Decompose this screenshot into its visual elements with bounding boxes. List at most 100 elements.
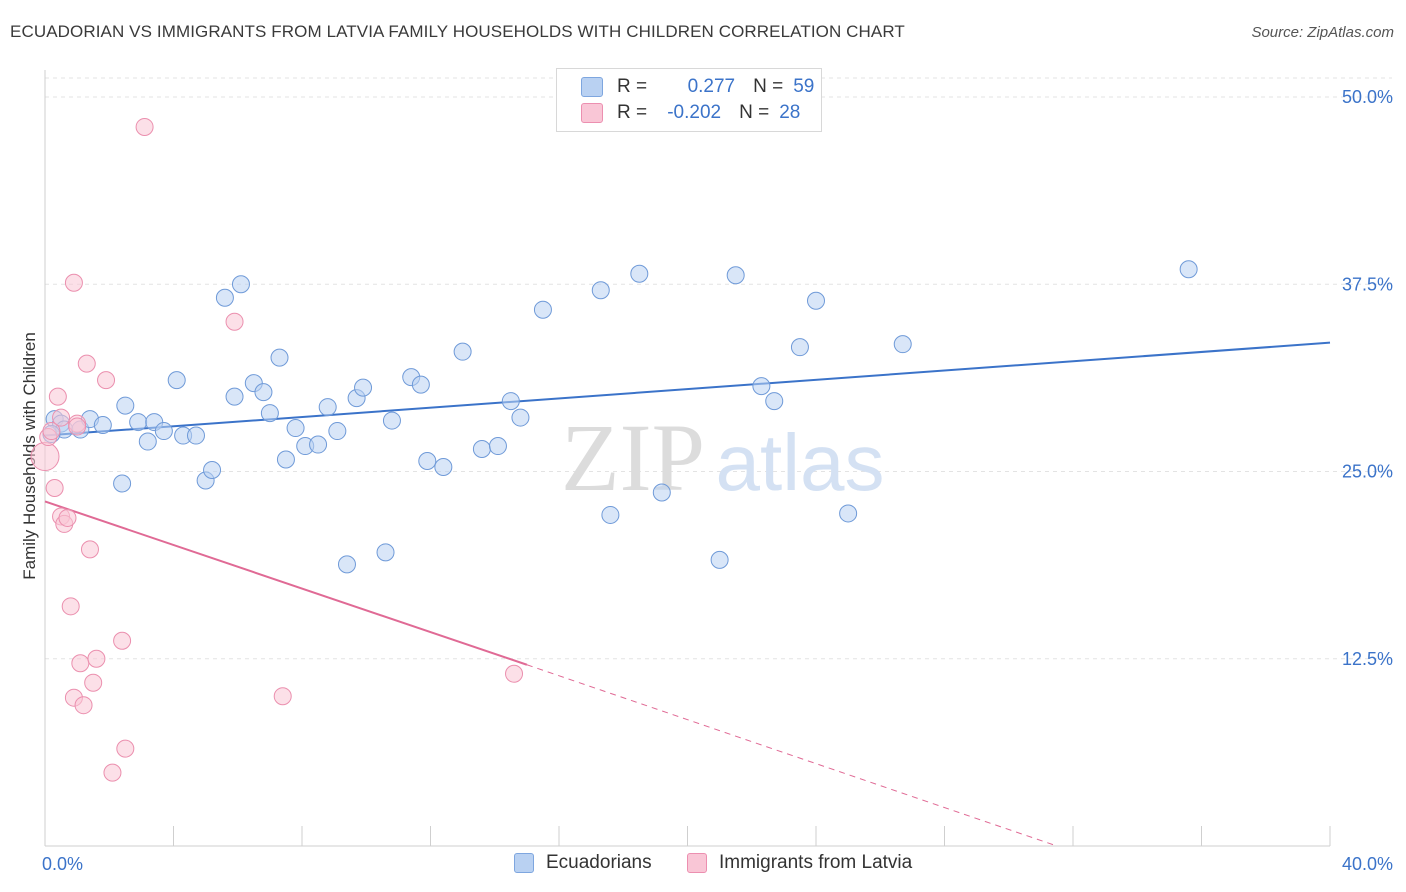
point-ecuadorians bbox=[129, 413, 148, 432]
point-ecuadorians bbox=[511, 408, 530, 427]
point-latvia bbox=[74, 696, 93, 715]
point-ecuadorians bbox=[116, 396, 135, 415]
legend-n-label: N = bbox=[753, 76, 784, 97]
point-ecuadorians bbox=[752, 377, 771, 396]
point-ecuadorians bbox=[382, 411, 401, 430]
point-ecuadorians bbox=[601, 505, 620, 524]
point-ecuadorians bbox=[186, 426, 205, 445]
legend-row-latvia: R = -0.202 N = 28 bbox=[581, 101, 800, 125]
point-latvia bbox=[103, 763, 122, 782]
legend-item-ecuadorians[interactable]: Ecuadorians bbox=[514, 852, 652, 874]
point-latvia bbox=[113, 631, 132, 650]
point-ecuadorians bbox=[276, 450, 295, 469]
point-ecuadorians bbox=[533, 300, 552, 319]
point-ecuadorians bbox=[215, 288, 234, 307]
y-tick-label: 50.0% bbox=[1342, 87, 1393, 107]
x-tick-label: 40.0% bbox=[1342, 854, 1393, 874]
point-latvia bbox=[97, 371, 116, 390]
point-ecuadorians bbox=[434, 458, 453, 477]
legend-r-label: R = bbox=[617, 76, 648, 97]
point-ecuadorians bbox=[254, 383, 273, 402]
legend-swatch-pink bbox=[581, 103, 603, 123]
point-latvia bbox=[48, 387, 67, 406]
point-ecuadorians bbox=[726, 266, 745, 285]
point-latvia bbox=[52, 408, 71, 427]
legend-label: Ecuadorians bbox=[546, 852, 652, 873]
point-ecuadorians bbox=[807, 291, 825, 310]
point-ecuadorians bbox=[418, 452, 437, 471]
trend-lines bbox=[44, 341, 1331, 847]
legend-label: Immigrants from Latvia bbox=[719, 852, 913, 873]
point-latvia bbox=[273, 687, 292, 706]
point-ecuadorians bbox=[93, 416, 112, 435]
point-latvia bbox=[225, 312, 244, 331]
point-latvia bbox=[68, 417, 87, 436]
correlation-legend: R = 0.277 N = 59 R = -0.202 N = 28 bbox=[556, 68, 822, 132]
point-latvia bbox=[58, 508, 77, 527]
point-ecuadorians bbox=[260, 404, 279, 423]
point-ecuadorians bbox=[138, 432, 157, 451]
point-ecuadorians bbox=[411, 375, 430, 394]
watermark-zip: ZIP bbox=[561, 404, 705, 511]
legend-r-value: -0.202 bbox=[667, 102, 722, 123]
trend-line-latvia bbox=[44, 500, 528, 666]
watermark-atlas: atlas bbox=[716, 418, 885, 507]
point-ecuadorians bbox=[591, 281, 610, 300]
point-ecuadorians bbox=[488, 437, 507, 456]
point-latvia bbox=[80, 540, 99, 559]
point-ecuadorians bbox=[453, 342, 472, 361]
point-latvia bbox=[64, 273, 83, 292]
chart-title: ECUADORIAN VS IMMIGRANTS FROM LATVIA FAM… bbox=[10, 22, 905, 41]
point-latvia bbox=[30, 442, 60, 472]
point-ecuadorians bbox=[472, 440, 491, 459]
legend-swatch-blue bbox=[514, 853, 534, 873]
grid-lines bbox=[45, 77, 1392, 660]
legend-r-value: 0.277 bbox=[687, 76, 736, 97]
point-ecuadorians bbox=[501, 392, 520, 411]
legend-swatch-blue bbox=[581, 77, 603, 97]
point-ecuadorians bbox=[231, 275, 250, 294]
legend-n-value: 59 bbox=[793, 76, 815, 97]
point-ecuadorians bbox=[113, 474, 132, 493]
point-ecuadorians bbox=[270, 348, 289, 367]
x-tick-label: 0.0% bbox=[42, 854, 83, 874]
point-latvia bbox=[505, 664, 524, 683]
y-tick-label: 25.0% bbox=[1342, 462, 1393, 482]
legend-item-latvia[interactable]: Immigrants from Latvia bbox=[687, 852, 912, 874]
point-ecuadorians bbox=[225, 387, 244, 406]
data-points bbox=[30, 117, 1198, 782]
point-ecuadorians bbox=[286, 419, 305, 438]
point-latvia bbox=[61, 597, 80, 616]
legend-n-value: 28 bbox=[779, 102, 801, 123]
point-ecuadorians bbox=[765, 392, 784, 411]
point-ecuadorians bbox=[154, 422, 173, 441]
legend-row-ecuadorians: R = 0.277 N = 59 bbox=[581, 75, 814, 99]
watermark: ZIP atlas bbox=[561, 404, 884, 511]
source-credit: Source: ZipAtlas.com bbox=[1251, 24, 1394, 41]
point-latvia bbox=[42, 422, 61, 441]
legend-r-label: R = bbox=[617, 102, 648, 123]
point-latvia bbox=[45, 478, 64, 497]
legend-n-label: N = bbox=[739, 102, 770, 123]
point-ecuadorians bbox=[328, 422, 347, 441]
y-tick-label: 37.5% bbox=[1342, 274, 1393, 294]
point-latvia bbox=[116, 739, 135, 758]
legend-swatch-pink bbox=[687, 853, 707, 873]
point-ecuadorians bbox=[652, 483, 671, 502]
point-latvia bbox=[87, 649, 106, 668]
y-tick-label: 12.5% bbox=[1342, 649, 1393, 669]
tick-labels: 12.5% 25.0% 37.5% 50.0% 0.0% 40.0% bbox=[42, 87, 1393, 874]
point-ecuadorians bbox=[893, 335, 912, 354]
point-latvia bbox=[71, 654, 90, 673]
point-ecuadorians bbox=[337, 555, 356, 574]
point-latvia bbox=[77, 354, 96, 373]
point-latvia bbox=[135, 117, 154, 136]
point-ecuadorians bbox=[203, 461, 222, 480]
point-latvia bbox=[84, 673, 103, 692]
point-ecuadorians bbox=[376, 543, 395, 562]
series-legend: Ecuadorians Immigrants from Latvia bbox=[0, 852, 1406, 878]
trend-line-ecuadorians bbox=[44, 341, 1331, 437]
point-ecuadorians bbox=[1179, 260, 1198, 279]
point-ecuadorians bbox=[309, 435, 328, 454]
